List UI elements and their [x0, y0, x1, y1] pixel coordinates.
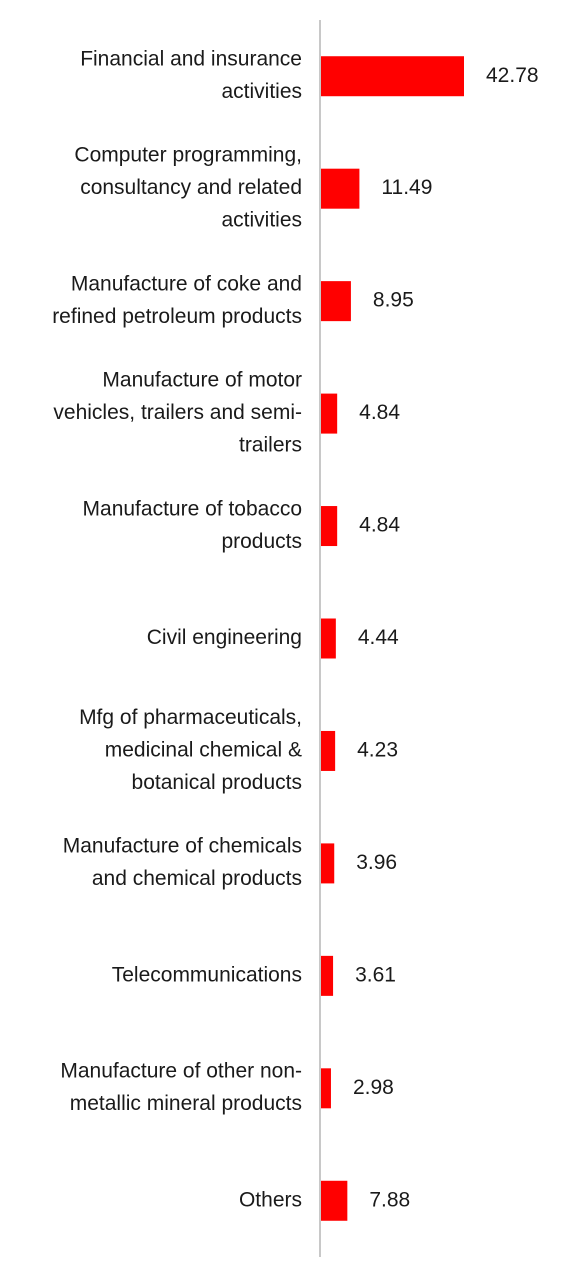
category-label-line: Computer programming,	[74, 144, 302, 167]
bar	[321, 281, 351, 322]
category-label-line: vehicles, trailers and semi-	[53, 401, 302, 424]
category-label-line: Manufacture of other non-	[60, 1060, 302, 1083]
value-label: 4.44	[358, 626, 399, 649]
bar	[321, 955, 334, 996]
category-label-line: Financial and insurance	[80, 48, 302, 71]
category-label: Civil engineering	[147, 626, 302, 649]
category-label: Manufacture of tobacco products	[83, 497, 302, 553]
category-label-line: refined petroleum products	[52, 305, 302, 328]
bar	[321, 393, 338, 434]
category-label-line: Mfg of pharmaceuticals,	[79, 706, 302, 729]
value-label: 2.98	[353, 1076, 394, 1099]
category-label-line: metallic mineral products	[70, 1092, 302, 1115]
bar	[321, 56, 464, 97]
category-label-line: Others	[239, 1188, 302, 1211]
category-label-line: and chemical products	[92, 867, 302, 890]
category-label-line: activities	[221, 209, 302, 232]
category-label-line: consultancy and related	[80, 176, 302, 199]
category-label-line: Manufacture of coke and	[71, 272, 302, 295]
category-label-line: Manufacture of tobacco	[83, 497, 302, 520]
category-label-line: medicinal chemical &	[105, 739, 302, 762]
value-label: 4.84	[359, 514, 400, 537]
value-label: 11.49	[381, 176, 432, 199]
value-label: 7.88	[369, 1188, 410, 1211]
category-labels-group: Financial and insurance activitiesCompute…	[52, 48, 302, 1212]
category-label: Manufacture of coke and refined petroleum…	[52, 272, 302, 328]
category-label-line: botanical products	[132, 771, 302, 794]
bar	[321, 618, 336, 659]
category-label-line: Manufacture of chemicals	[63, 835, 302, 858]
value-label: 3.61	[355, 963, 396, 986]
category-label-line: activities	[221, 80, 302, 103]
category-label: Manufacture of other non-metallic minera…	[60, 1060, 302, 1116]
bar	[321, 168, 360, 209]
category-label-line: Civil engineering	[147, 626, 302, 649]
category-label-line: Telecommunications	[112, 963, 302, 986]
value-label: 4.23	[357, 739, 398, 762]
category-label-line: Manufacture of motor	[102, 369, 302, 392]
bar	[321, 1180, 348, 1221]
category-label: Others	[239, 1188, 302, 1211]
bar	[321, 1068, 331, 1109]
bar	[321, 506, 338, 547]
value-labels-group: 42.78 11.49 8.95 4.84 4.84 4.44 4.23 3.96 3.61 2.…	[353, 64, 539, 1212]
category-label: Financial and insurance activities	[80, 48, 302, 104]
value-label: 8.95	[373, 289, 414, 312]
bars-group	[321, 56, 464, 1221]
category-label: Mfg of pharmaceuticals, medicinal chemica…	[79, 706, 302, 794]
category-label: Computer programming, consultancy and rel…	[74, 144, 302, 232]
bar	[321, 730, 336, 771]
value-label: 3.96	[356, 851, 397, 874]
category-label-line: trailers	[239, 434, 302, 457]
value-label: 42.78	[486, 64, 539, 87]
category-label: Telecommunications	[112, 963, 302, 986]
category-label: Manufacture of chemicals and chemical pro…	[63, 835, 302, 891]
bar	[321, 843, 335, 884]
category-label-line: products	[221, 530, 302, 553]
category-label: Manufacture of motor vehicles, trailers a…	[53, 369, 302, 457]
value-label: 4.84	[359, 401, 400, 424]
